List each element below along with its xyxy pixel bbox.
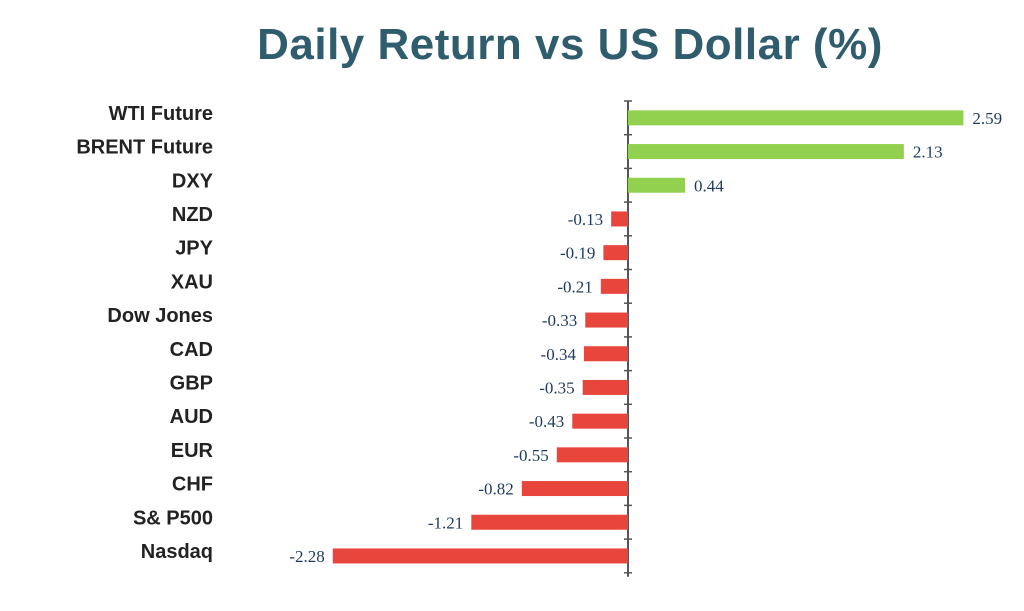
- category-label: JPY: [175, 238, 213, 260]
- value-label: -0.55: [513, 446, 548, 465]
- category-label: Nasdaq: [141, 541, 213, 563]
- category-label: Dow Jones: [107, 305, 213, 327]
- bar: [556, 447, 628, 463]
- bar: [603, 245, 628, 261]
- value-label: 2.13: [913, 143, 943, 162]
- value-label: 0.44: [694, 176, 724, 195]
- category-label: BRENT Future: [76, 137, 213, 159]
- category-label: GBP: [170, 372, 213, 394]
- category-label: AUD: [170, 406, 213, 428]
- bar: [628, 144, 904, 160]
- value-label: -0.21: [557, 277, 592, 296]
- bar: [628, 110, 964, 126]
- chart-title: Daily Return vs US Dollar (%): [257, 20, 883, 69]
- category-label: EUR: [171, 440, 214, 462]
- bar: [628, 177, 685, 193]
- value-label: 2.59: [972, 109, 1002, 128]
- bar: [583, 346, 628, 362]
- value-label: -0.19: [560, 244, 595, 263]
- category-label: NZD: [172, 204, 213, 226]
- bar: [582, 379, 628, 395]
- value-label: -0.13: [568, 210, 603, 229]
- value-label: -2.28: [289, 547, 324, 566]
- bar: [600, 278, 628, 294]
- value-label: -1.21: [428, 513, 463, 532]
- value-label: -0.34: [541, 345, 577, 364]
- category-label: S& P500: [133, 507, 213, 529]
- bar: [332, 548, 628, 564]
- bar: [585, 312, 628, 328]
- value-label: -0.43: [529, 412, 564, 431]
- category-label: WTI Future: [109, 103, 213, 125]
- category-label: CAD: [170, 339, 213, 361]
- bar: [471, 514, 628, 530]
- category-label: XAU: [171, 271, 213, 293]
- value-label: -0.82: [478, 480, 513, 499]
- value-label: -0.33: [542, 311, 577, 330]
- bar: [521, 481, 628, 497]
- bar: [572, 413, 628, 429]
- bar: [611, 211, 628, 227]
- category-label: DXY: [172, 170, 214, 192]
- value-label: -0.35: [539, 378, 574, 397]
- category-label: CHF: [172, 474, 213, 496]
